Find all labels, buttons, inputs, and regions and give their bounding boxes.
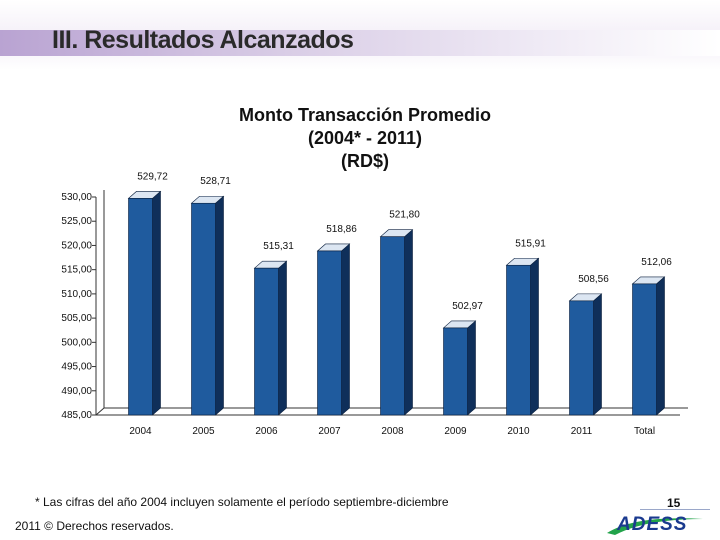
- y-tick-label: 510,00: [61, 289, 92, 300]
- data-label: 515,31: [263, 241, 294, 252]
- bar: [128, 198, 153, 416]
- data-label: 518,86: [326, 224, 357, 235]
- y-tick-label: 525,00: [61, 216, 92, 227]
- bar-side: [152, 190, 161, 416]
- data-label: 528,71: [200, 176, 231, 187]
- bar: [506, 264, 531, 416]
- x-tick-label: 2007: [318, 426, 341, 437]
- data-label: 515,91: [515, 238, 546, 249]
- page-number: 15: [667, 496, 681, 510]
- bar-side: [341, 243, 350, 416]
- x-tick-label: 2010: [507, 426, 530, 437]
- copyright: 2011 © Derechos reservados.: [15, 519, 174, 533]
- chart-title-line-3: (RD$): [341, 151, 389, 171]
- data-label: 521,80: [389, 210, 420, 221]
- x-tick-label: 2004: [129, 426, 152, 437]
- y-tick-label: 490,00: [61, 386, 92, 397]
- y-tick-label: 515,00: [61, 265, 92, 276]
- bar: [380, 236, 405, 416]
- y-tick-label: 495,00: [61, 362, 92, 373]
- footnote: * Las cifras del año 2004 incluyen solam…: [35, 495, 449, 509]
- bar-side: [467, 320, 476, 416]
- logo-text: ADESS: [617, 514, 688, 535]
- data-label: 508,56: [578, 274, 609, 285]
- x-tick-label: 2008: [381, 426, 404, 437]
- bar-side: [278, 260, 287, 416]
- y-tick-label: 505,00: [61, 313, 92, 324]
- bar: [569, 300, 594, 416]
- y-tick-label: 520,00: [61, 240, 92, 251]
- bar: [443, 327, 468, 416]
- chart-title-line-2: (2004* - 2011): [307, 128, 423, 148]
- bar-side: [215, 195, 224, 416]
- chart-title-line-1: Monto Transacción Promedio: [238, 105, 492, 125]
- chart-title: Monto Transacción Promedio (2004* - 2011…: [205, 104, 525, 173]
- page-divider: [640, 509, 710, 510]
- adess-logo-icon: [607, 518, 703, 535]
- bar: [254, 267, 279, 416]
- bar-side: [593, 293, 602, 416]
- x-tick-label: 2011: [571, 426, 593, 437]
- header-stripe: [0, 30, 720, 56]
- x-tick-label: Total: [634, 426, 655, 437]
- x-tick-label: 2006: [255, 426, 278, 437]
- bar-side: [404, 229, 413, 416]
- data-label: 529,72: [137, 171, 168, 182]
- bar: [632, 283, 657, 416]
- slide-title: III. Resultados Alcanzados: [52, 26, 354, 54]
- data-label: 502,97: [452, 301, 483, 312]
- axis-depth-line: [95, 407, 105, 416]
- x-tick-label: 2005: [192, 426, 215, 437]
- y-tick-label: 500,00: [61, 337, 92, 348]
- bar-side: [530, 257, 539, 416]
- x-tick-label: 2009: [444, 426, 467, 437]
- bar-side: [656, 276, 665, 416]
- data-label: 512,06: [641, 257, 672, 268]
- bar: [317, 250, 342, 416]
- y-tick-label: 530,00: [61, 192, 92, 203]
- bar: [191, 202, 216, 416]
- y-tick-label: 485,00: [61, 410, 92, 421]
